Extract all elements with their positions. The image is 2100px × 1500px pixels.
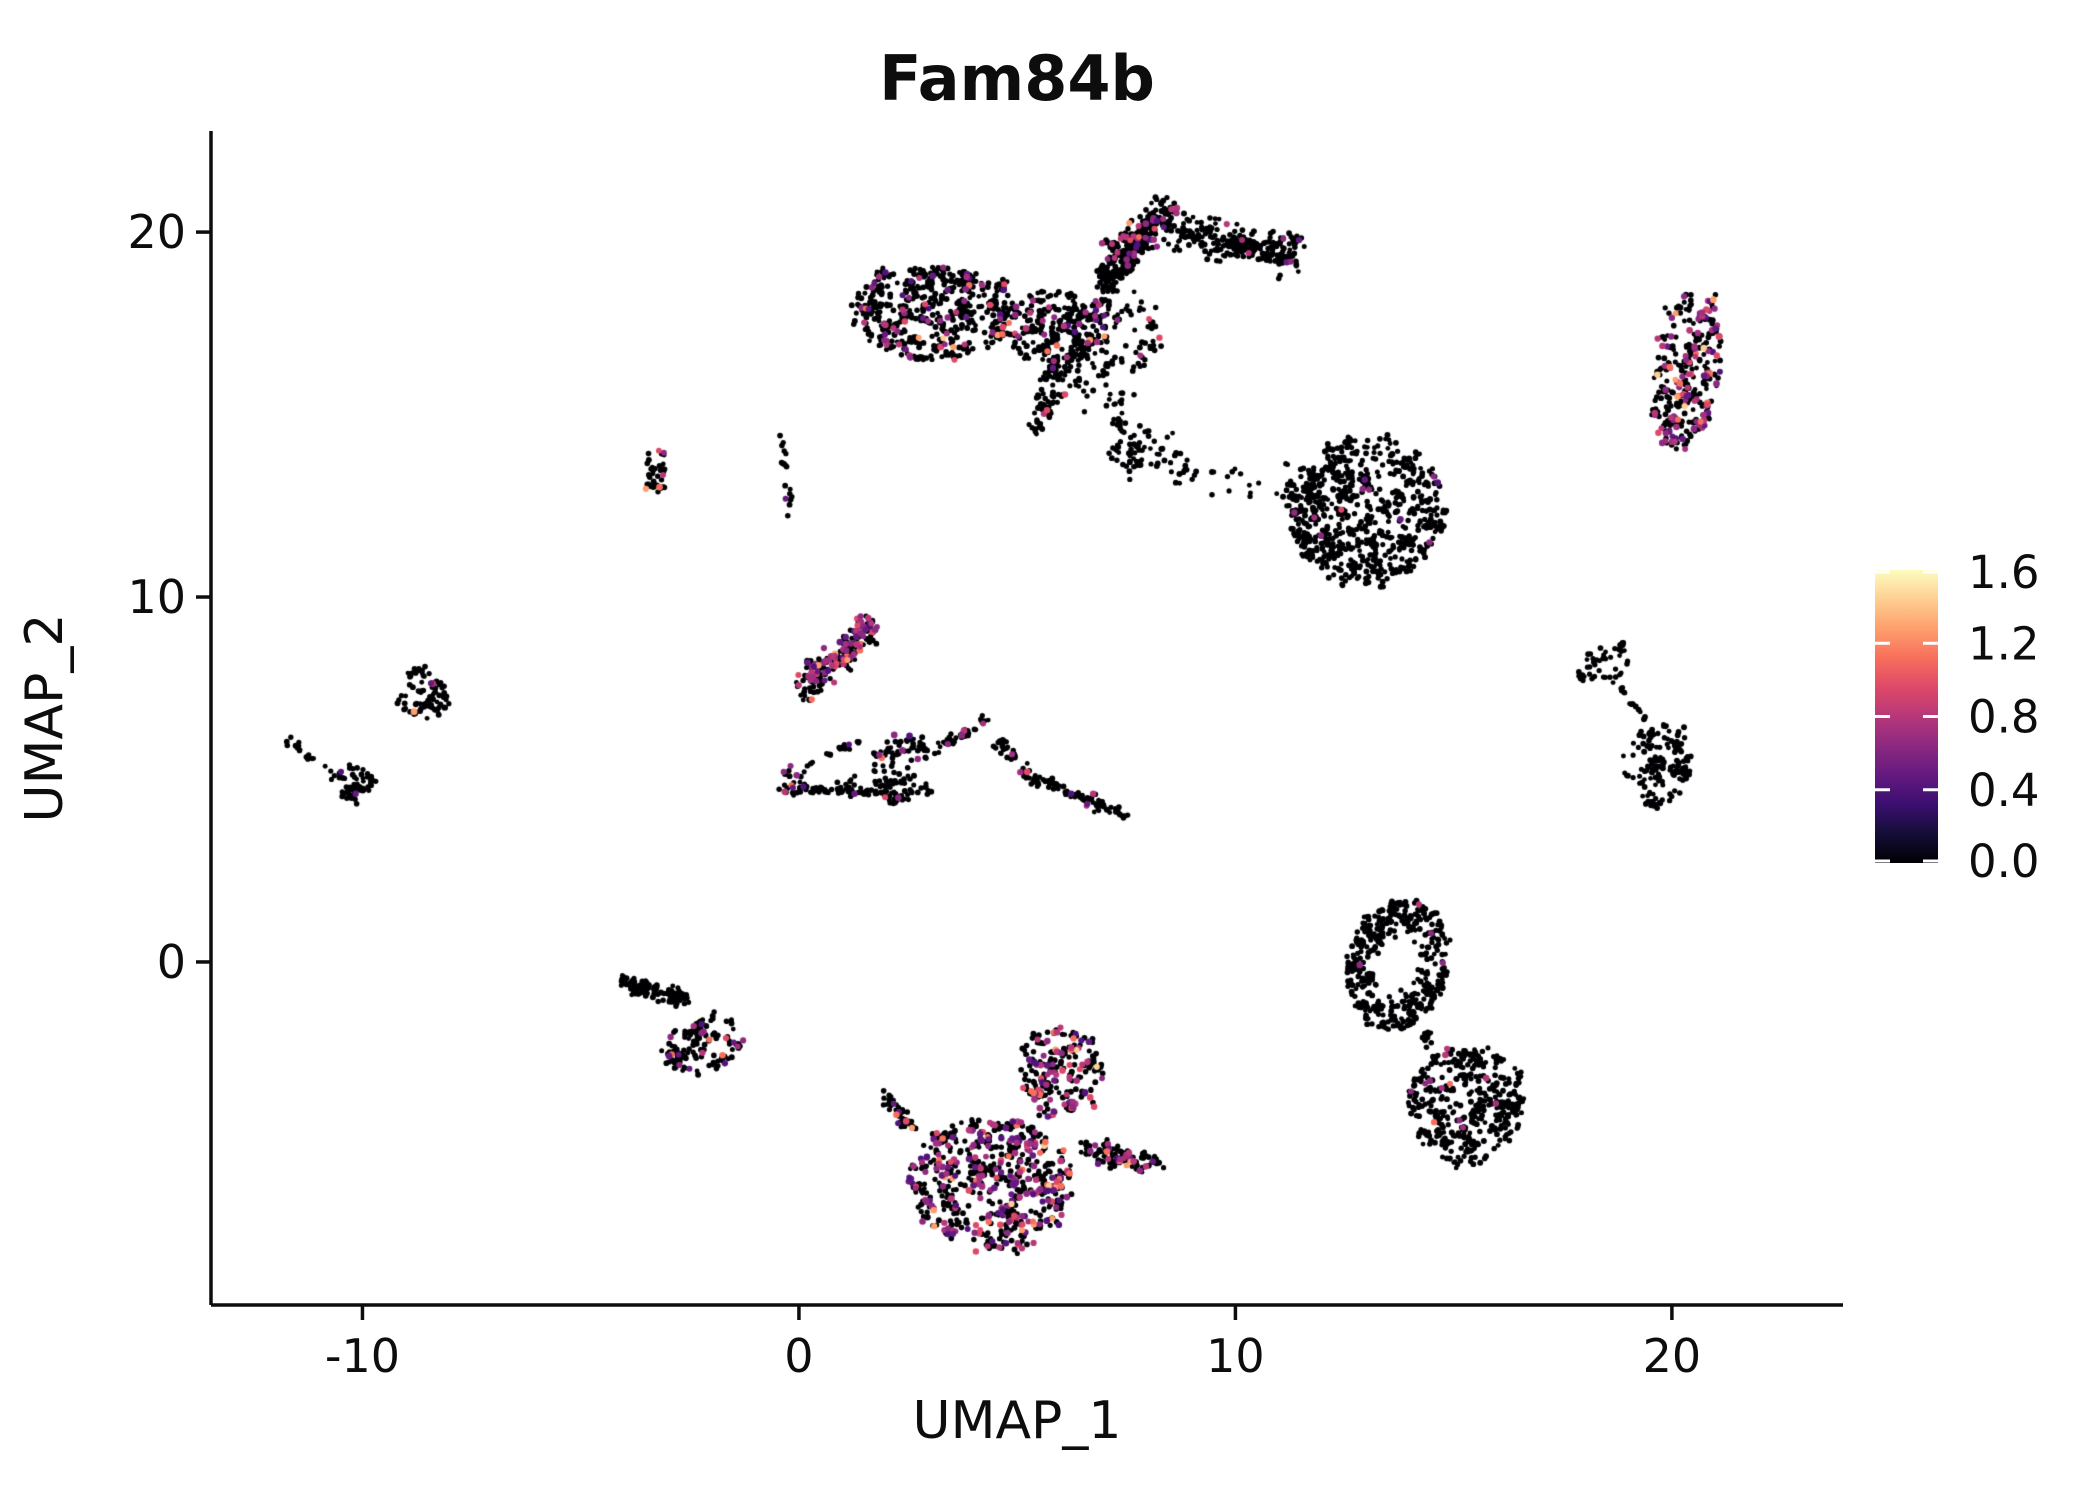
colorbar: 1.6 1.2 0.8 0.4 0.0 xyxy=(1875,546,2040,888)
colorbar-labels: 1.6 1.2 0.8 0.4 0.0 xyxy=(1968,546,2040,888)
colorbar-tick-label: 1.2 xyxy=(1968,617,2040,670)
x-tick-label: 20 xyxy=(1643,1329,1702,1383)
x-tick-label: 0 xyxy=(784,1329,813,1383)
y-tick-label: 20 xyxy=(127,205,186,259)
y-tick-label: 10 xyxy=(127,570,186,624)
colorbar-ticks xyxy=(1875,570,1938,863)
plot-title: Fam84b xyxy=(879,42,1155,115)
colorbar-tick-label: 0.8 xyxy=(1968,691,2040,744)
y-axis-ticks: 0 10 20 xyxy=(127,205,211,989)
colorbar-tick-label: 1.6 xyxy=(1968,546,2040,599)
x-axis-ticks: -10 0 10 20 xyxy=(325,1305,1701,1383)
x-axis-title: UMAP_1 xyxy=(913,1391,1122,1451)
y-axis-title: UMAP_2 xyxy=(15,614,75,823)
colorbar-tick-label: 0.4 xyxy=(1968,764,2040,817)
x-tick-label: -10 xyxy=(325,1329,400,1383)
y-tick-label: 0 xyxy=(157,935,186,989)
colorbar-tick-label: 0.0 xyxy=(1968,835,2040,888)
x-tick-label: 10 xyxy=(1206,1329,1265,1383)
